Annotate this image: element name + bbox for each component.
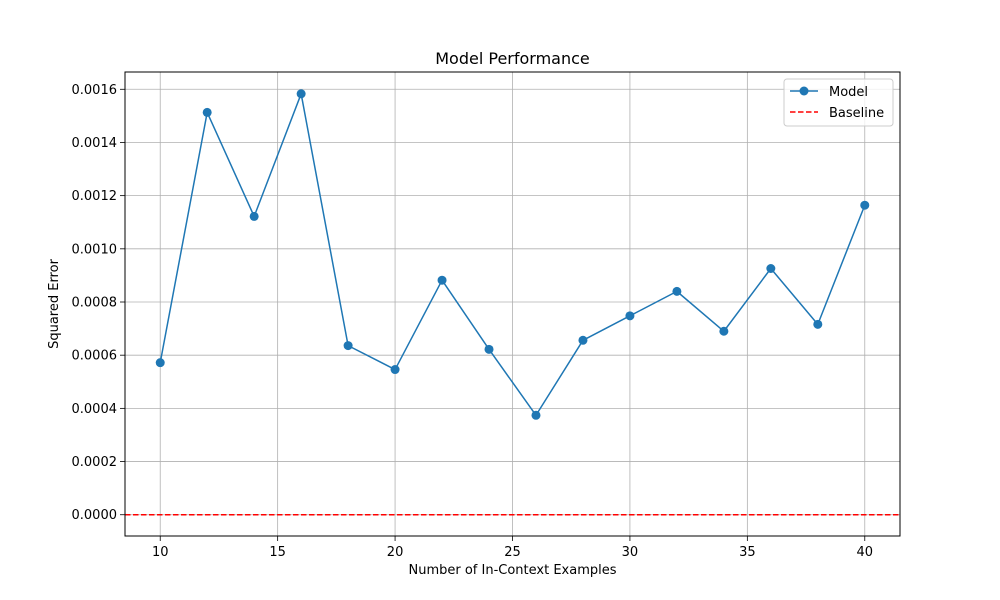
model-point — [390, 365, 400, 375]
y-axis-ticks: 0.0000 0.0002 0.0004 0.0006 0.0008 0.0010 0.00… — [72, 83, 125, 523]
y-tick-label: 0.0016 — [72, 83, 118, 98]
model-series — [155, 89, 870, 420]
y-tick-label: 0.0006 — [72, 349, 118, 364]
legend-baseline-label: Baseline — [829, 106, 884, 121]
y-tick-label: 0.0008 — [72, 296, 118, 311]
model-point — [155, 358, 165, 368]
model-line — [159, 93, 866, 417]
x-tick-label: 20 — [387, 545, 404, 560]
model-point — [766, 264, 776, 274]
model-point — [437, 275, 447, 285]
model-point — [625, 311, 635, 321]
x-axis-label: Number of In-Context Examples — [408, 563, 616, 578]
model-point — [531, 410, 541, 420]
model-point — [249, 211, 259, 221]
y-tick-label: 0.0000 — [72, 508, 118, 523]
model-point — [296, 89, 306, 99]
model-point — [860, 200, 870, 210]
y-tick-label: 0.0010 — [72, 242, 118, 257]
model-point — [578, 335, 588, 345]
model-point — [719, 326, 729, 336]
y-tick-label: 0.0002 — [72, 455, 118, 470]
y-axis-label: Squared Error — [47, 258, 62, 348]
x-tick-label: 10 — [152, 545, 169, 560]
chart-title: Model Performance — [435, 49, 590, 68]
y-tick-label: 0.0012 — [72, 189, 118, 204]
y-tick-label: 0.0014 — [72, 136, 118, 151]
x-tick-label: 25 — [504, 545, 521, 560]
x-tick-label: 35 — [739, 545, 756, 560]
x-tick-label: 30 — [622, 545, 639, 560]
x-tick-label: 15 — [269, 545, 286, 560]
model-point — [202, 107, 212, 117]
model-point — [672, 286, 682, 296]
x-tick-label: 40 — [856, 545, 873, 560]
model-point — [813, 319, 823, 329]
legend: Model Baseline — [783, 78, 894, 127]
legend-model-marker — [799, 86, 809, 96]
model-point — [343, 341, 353, 351]
y-tick-label: 0.0004 — [72, 402, 118, 417]
x-axis-ticks: 10 15 20 25 30 35 40 — [152, 536, 873, 560]
model-point — [484, 344, 494, 354]
legend-model-label: Model — [829, 85, 868, 100]
